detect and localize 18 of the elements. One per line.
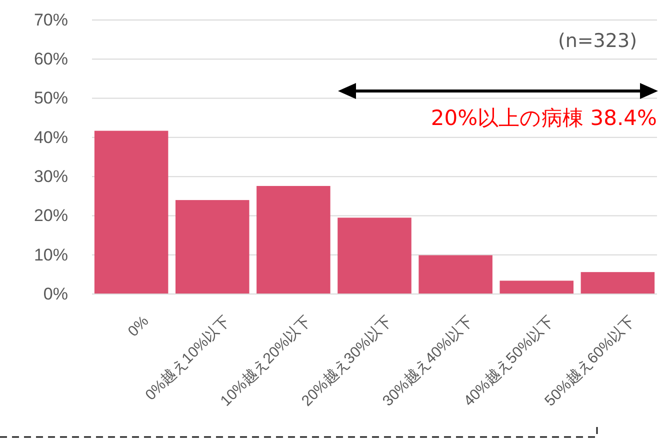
- bar: [418, 255, 492, 294]
- x-tick-label: 0%: [124, 312, 152, 340]
- y-tick-label: 20%: [34, 206, 68, 226]
- y-tick-label: 70%: [34, 10, 68, 30]
- y-tick-label: 0%: [43, 284, 68, 304]
- bar: [94, 130, 168, 294]
- y-tick-label: 40%: [34, 128, 68, 147]
- y-tick-label: 10%: [34, 245, 68, 264]
- bar: [175, 200, 250, 294]
- bar: [500, 280, 574, 294]
- bar: [580, 272, 655, 294]
- annotation: 20%以上の病棟 38.4%: [430, 106, 657, 130]
- y-tick-label: 50%: [34, 88, 68, 108]
- y-tick-label: 60%: [34, 50, 68, 69]
- bar: [256, 186, 330, 294]
- bar: [338, 218, 412, 294]
- y-tick-label: 30%: [34, 167, 68, 186]
- annotation: (n=323): [558, 30, 637, 52]
